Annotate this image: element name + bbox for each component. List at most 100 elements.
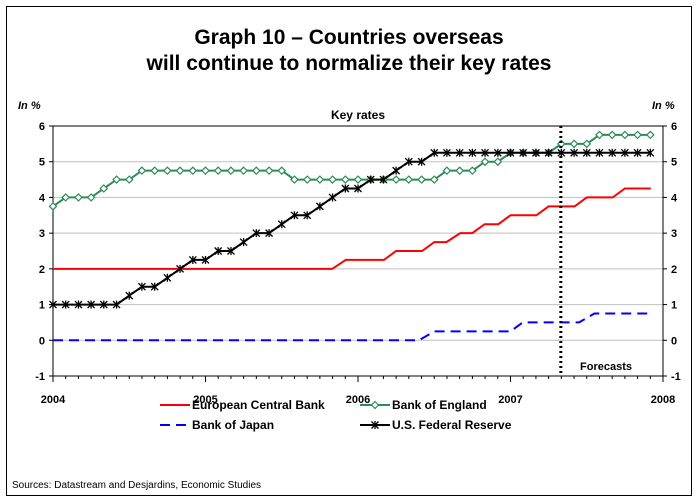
x-tick-label: 2008 bbox=[651, 394, 675, 406]
chart-subtitle: Key rates bbox=[331, 108, 385, 122]
data-point-fed bbox=[150, 282, 159, 291]
data-point-fed bbox=[633, 148, 642, 157]
data-point-fed bbox=[468, 148, 477, 157]
plot-area-border bbox=[52, 125, 664, 377]
y-tick-label: 6 bbox=[39, 121, 45, 133]
x-tick-label: 2005 bbox=[193, 394, 217, 406]
data-point-boe bbox=[112, 175, 121, 184]
data-point-boe bbox=[480, 157, 490, 167]
x-tick-label: 2007 bbox=[498, 394, 522, 406]
data-point-boe bbox=[239, 166, 248, 175]
data-point-boe bbox=[188, 166, 198, 175]
data-point-fed bbox=[354, 184, 362, 193]
data-point-boe bbox=[48, 202, 58, 211]
y-tick-label: 4 bbox=[39, 192, 46, 204]
data-point-boe bbox=[645, 130, 655, 140]
data-point-fed bbox=[532, 148, 540, 157]
data-point-fed bbox=[379, 175, 388, 184]
data-point-fed bbox=[392, 166, 401, 175]
data-point-fed bbox=[188, 255, 197, 264]
data-point-boe bbox=[302, 175, 312, 184]
x-tick-label: 2006 bbox=[346, 394, 370, 406]
legend-marker-fed bbox=[371, 421, 379, 429]
data-point-fed bbox=[99, 300, 108, 309]
y-tick-label-right: 5 bbox=[671, 157, 677, 169]
data-point-fed bbox=[265, 229, 274, 238]
legend-label-boj: Bank of Japan bbox=[192, 418, 274, 432]
series-lines bbox=[48, 130, 655, 342]
data-point-fed bbox=[176, 264, 184, 273]
y-tick-label: 3 bbox=[39, 228, 45, 240]
data-point-boe bbox=[124, 175, 134, 184]
data-point-boe bbox=[340, 175, 350, 184]
data-point-boe bbox=[455, 166, 465, 175]
forecast-label: Forecasts bbox=[580, 361, 632, 373]
data-point-fed bbox=[455, 148, 464, 157]
legend-label-boe: Bank of England bbox=[392, 398, 487, 412]
data-point-boe bbox=[468, 166, 477, 175]
y-tick-label: 5 bbox=[39, 157, 45, 169]
data-point-boe bbox=[404, 175, 414, 184]
data-point-boe bbox=[633, 130, 642, 140]
data-point-fed bbox=[201, 255, 210, 264]
data-point-boe bbox=[493, 157, 503, 167]
data-point-fed bbox=[61, 300, 70, 309]
data-point-fed bbox=[303, 211, 312, 220]
data-point-fed bbox=[252, 229, 261, 238]
data-point-fed bbox=[239, 238, 248, 247]
data-point-fed bbox=[315, 202, 324, 211]
data-point-boe bbox=[353, 175, 363, 184]
data-point-fed bbox=[493, 148, 502, 157]
chart-title-line-1: Graph 10 – Countries overseas bbox=[194, 26, 504, 49]
data-point-fed bbox=[595, 148, 604, 157]
axis-ticks: -1 -1 0 0 1 1 2 2 3 3 4 4 5 5 6 6 2004 2005 2006 2007 2008 bbox=[35, 121, 681, 406]
data-point-boe bbox=[277, 166, 287, 175]
data-point-boe bbox=[429, 175, 439, 184]
data-point-fed bbox=[341, 184, 350, 193]
data-point-fed bbox=[404, 157, 413, 166]
data-point-boe bbox=[150, 166, 160, 175]
data-point-fed bbox=[620, 148, 629, 157]
data-point-fed bbox=[74, 300, 83, 309]
series-line-fed bbox=[53, 151, 651, 306]
y-tick-label: 2 bbox=[39, 264, 45, 276]
data-point-boe bbox=[417, 175, 426, 184]
data-point-fed bbox=[417, 157, 426, 166]
data-point-boe bbox=[99, 184, 109, 193]
x-tick-label: 2004 bbox=[41, 394, 66, 406]
data-point-boe bbox=[61, 193, 71, 202]
data-point-boe bbox=[137, 166, 147, 175]
data-point-fed bbox=[112, 300, 121, 309]
data-point-boe bbox=[328, 175, 337, 184]
data-point-boe bbox=[607, 130, 617, 140]
y-tick-label-right: -1 bbox=[671, 371, 681, 383]
legend: European Central Bank Bank of England Bank… bbox=[160, 398, 512, 432]
y-tick-label: 0 bbox=[39, 335, 45, 347]
series-line-ecb bbox=[53, 187, 651, 270]
series-line-boj bbox=[53, 312, 651, 342]
data-point-fed bbox=[290, 211, 299, 220]
data-point-fed bbox=[608, 148, 617, 157]
chart-title-line-2: will continue to normalize their key rat… bbox=[146, 52, 552, 75]
y-tick-label-right: 1 bbox=[671, 300, 677, 312]
legend-marker-boe bbox=[370, 400, 380, 410]
data-point-fed bbox=[506, 148, 515, 157]
legend-label-ecb: European Central Bank bbox=[192, 398, 325, 412]
data-point-fed bbox=[214, 247, 223, 255]
y-tick-label: 1 bbox=[39, 300, 45, 312]
y-tick-label-right: 6 bbox=[671, 121, 677, 133]
data-point-fed bbox=[125, 291, 134, 300]
data-point-fed bbox=[277, 220, 286, 229]
data-point-boe bbox=[226, 166, 236, 175]
source-note: Sources: Datastream and Desjardins, Econ… bbox=[12, 480, 262, 491]
data-point-fed bbox=[544, 148, 553, 157]
data-point-boe bbox=[315, 175, 325, 184]
data-point-boe bbox=[582, 139, 592, 149]
y-axis-unit-right: In % bbox=[652, 100, 675, 112]
data-point-boe bbox=[74, 193, 83, 202]
chart-frame bbox=[6, 6, 692, 496]
data-point-boe bbox=[251, 166, 261, 175]
y-tick-label-right: 4 bbox=[671, 192, 678, 204]
data-point-boe bbox=[86, 193, 96, 202]
